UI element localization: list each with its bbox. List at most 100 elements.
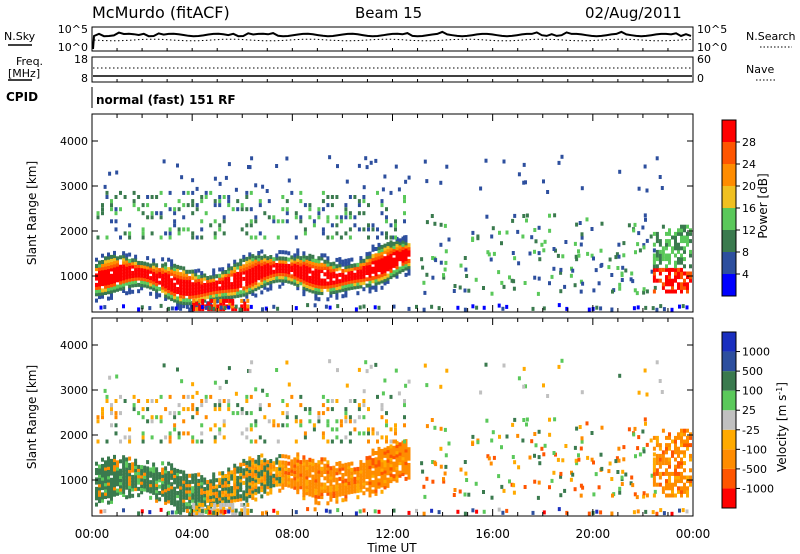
velocity-cell-1550	[620, 475, 624, 480]
velocity-cell-894	[347, 471, 351, 476]
velocity-cell-172	[140, 477, 144, 482]
velocity-cell-1444	[475, 509, 479, 514]
velocity-cell-1534	[498, 434, 501, 439]
power-cell-382	[200, 290, 204, 294]
velocity-cell-1797	[680, 479, 683, 484]
power-cell-25	[101, 282, 104, 287]
power-cell-1073	[398, 257, 402, 262]
power-cell-985	[374, 253, 378, 258]
velocity-cell-567	[254, 491, 258, 496]
power-cell-1751	[668, 275, 671, 280]
velocity-cell-89	[116, 479, 119, 484]
velocity-cell-943	[365, 481, 369, 486]
velocity-cell-1324	[376, 431, 379, 436]
velocity-cell-971	[371, 458, 375, 463]
power-cell-1773	[674, 267, 677, 272]
velocity-cell-703	[296, 490, 300, 495]
velocity-cell-81	[113, 467, 116, 472]
power-cell-1750	[668, 278, 671, 283]
power-cell-1731	[661, 257, 665, 262]
power-cell-961	[368, 257, 372, 262]
velocity-cell-1620	[569, 477, 573, 482]
power-cell-489	[233, 278, 237, 283]
velocity-cell-746	[305, 469, 309, 474]
power-cell-1055	[392, 245, 396, 249]
velocity-cell-673	[284, 467, 288, 472]
velocity-cell-1410	[200, 509, 204, 514]
velocity-cell-1655	[580, 390, 584, 395]
power-cell-640	[275, 278, 279, 283]
velocity-cell-128	[125, 457, 129, 462]
velocity-cell-1714	[655, 457, 659, 462]
velocity-cell-1743	[665, 457, 668, 462]
power-cell-540	[248, 290, 252, 295]
velocity-cell-811	[323, 476, 327, 481]
velocity-cell-1603	[559, 474, 563, 479]
power-cell-950	[365, 252, 369, 257]
velocity-cell-1549	[653, 489, 657, 494]
power-cell-33	[101, 253, 104, 258]
velocity-cell-963	[368, 455, 372, 460]
power-cell-401	[206, 288, 210, 293]
power-cell-696	[293, 272, 297, 277]
velocity-cell-1178	[182, 407, 186, 412]
velocity-cell-353	[191, 476, 195, 481]
power-cell-1819	[683, 228, 686, 233]
power-cell-1233	[249, 207, 253, 212]
velocity-cell-1531	[577, 457, 581, 462]
power-cell-431	[215, 283, 219, 288]
velocity-cell-450	[221, 480, 225, 485]
velocity-cell-299	[179, 504, 183, 509]
velocity-cell-927	[359, 475, 363, 480]
power-cell-1058	[395, 274, 399, 279]
velocity-cell-777	[314, 484, 318, 489]
noise-right-tick-bottom: 10^0	[697, 41, 727, 54]
power-colorbar-label-2: 12	[742, 224, 756, 237]
power-cell-1332	[385, 219, 388, 224]
power-cell-967	[371, 269, 375, 274]
power-cell-622	[269, 286, 273, 291]
power-cell-1483	[642, 290, 646, 295]
velocity-cell-1485	[643, 417, 647, 422]
velocity-cell-727	[302, 489, 306, 494]
power-cell-77	[113, 276, 116, 281]
power-cell-236	[161, 266, 165, 271]
power-cell-27	[101, 275, 104, 280]
power-cell-1384	[231, 307, 235, 312]
power-cell-1151	[150, 231, 154, 236]
power-cell-580	[257, 276, 261, 281]
velocity-cell-1148	[146, 419, 150, 424]
power-cell-20	[98, 263, 101, 268]
power-cell-713	[296, 254, 300, 259]
velocity-cell-9	[95, 461, 98, 466]
velocity-cell-335	[188, 502, 192, 507]
power-cell-1648	[162, 159, 166, 164]
power-cell-1017	[383, 265, 387, 270]
velocity-cell-1607	[453, 488, 457, 492]
power-cell-995	[377, 252, 381, 257]
power-cell-1022	[383, 246, 387, 251]
power-cell-730	[302, 276, 306, 281]
power-cell-718	[299, 275, 303, 279]
power-cell-468	[227, 282, 231, 287]
velocity-cell-1584	[607, 469, 611, 474]
velocity-cell-1281	[326, 423, 330, 428]
power-cell-1813	[683, 264, 686, 269]
velocity-cell-1589	[573, 487, 577, 492]
power-cell-894	[347, 267, 351, 272]
power-cell-1398	[99, 305, 103, 310]
power-cell-1740	[665, 267, 668, 272]
velocity-cell-1724	[658, 457, 662, 462]
velocity-cell-251	[167, 499, 171, 504]
power-cell-567	[254, 287, 258, 292]
velocity-cell-1158	[159, 419, 163, 424]
power-cell-552	[248, 252, 252, 257]
velocity-cell-500	[236, 485, 240, 490]
power-cell-1186	[191, 203, 195, 208]
power-cell-1093	[404, 263, 408, 268]
power-cell-1468	[685, 305, 689, 310]
power-cell-900	[350, 279, 354, 284]
velocity-cell-359	[194, 495, 198, 500]
